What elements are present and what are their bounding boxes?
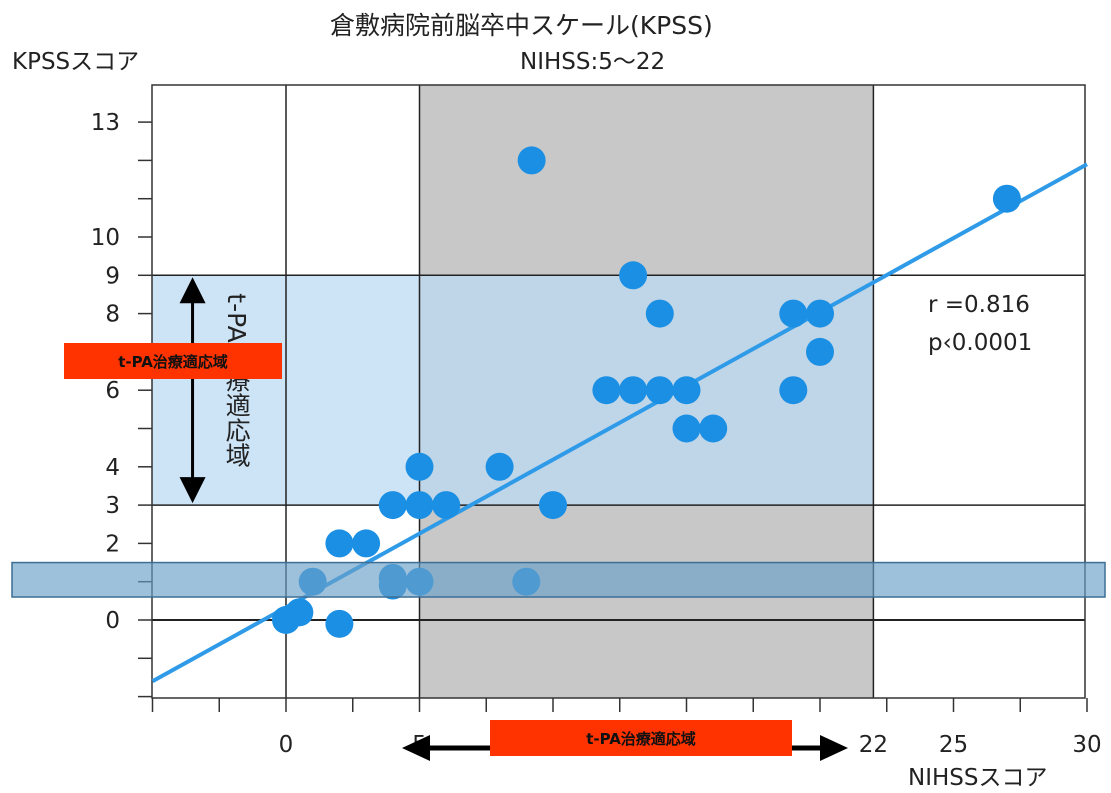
data-point — [672, 414, 701, 443]
x-tick-label: 25 — [939, 732, 968, 758]
data-point — [539, 491, 567, 520]
data-point — [779, 376, 808, 405]
data-point — [645, 376, 674, 405]
data-point — [285, 598, 314, 627]
data-point — [779, 299, 808, 328]
y-tick-label: 6 — [105, 378, 120, 404]
plot-frame — [151, 84, 1086, 699]
y-tick-label: 13 — [91, 110, 120, 136]
data-point — [619, 376, 648, 405]
y-tick-label: 0 — [105, 608, 120, 634]
data-point — [645, 299, 674, 328]
y-tick-label: 2 — [105, 531, 120, 557]
arrow-head-right — [820, 735, 848, 761]
arrow-head-left — [402, 735, 430, 761]
data-point — [517, 146, 546, 175]
y-tick-label: 10 — [91, 225, 120, 251]
arrow-head-up — [179, 277, 206, 304]
data-point — [378, 491, 407, 520]
x-tick-label: 0 — [279, 732, 294, 758]
data-point — [405, 491, 434, 520]
data-point — [592, 376, 621, 405]
data-point — [619, 261, 648, 290]
data-point — [352, 529, 381, 558]
low-score-band — [11, 561, 1106, 598]
data-point — [325, 529, 354, 558]
data-point — [485, 452, 514, 481]
vertical-range-label: t-PA治療適応域 — [222, 293, 251, 467]
tpa-range-label-bottom: t-PA治療適応域 — [490, 720, 792, 756]
y-tick-label: 3 — [105, 493, 120, 519]
r-value-label: r =0.816 — [928, 292, 1030, 318]
arrow-head-down — [179, 477, 206, 504]
x-axis-label: NIHSSスコア — [908, 765, 1048, 791]
data-point — [325, 609, 354, 638]
data-point — [992, 184, 1021, 213]
data-point — [672, 376, 701, 405]
x-tick-label: 22 — [859, 732, 888, 758]
data-point — [432, 491, 461, 520]
y-tick-label: 8 — [105, 302, 120, 328]
data-point — [806, 337, 834, 366]
data-point — [699, 414, 728, 443]
chart-subtitle: NIHSS:5〜22 — [520, 49, 666, 75]
y-tick-label: 4 — [105, 455, 120, 481]
y-axis-label: KPSSスコア — [12, 49, 140, 75]
y-tick-label: 9 — [105, 263, 120, 289]
data-point — [806, 299, 834, 328]
data-point — [405, 452, 434, 481]
x-tick-label: 30 — [1072, 732, 1101, 758]
chart-title: 倉敷病院前脳卒中スケール(KPSS) — [330, 11, 713, 40]
tpa-range-label-left: t-PA治療適応域 — [64, 343, 282, 379]
p-value-label: p‹0.0001 — [928, 330, 1032, 356]
